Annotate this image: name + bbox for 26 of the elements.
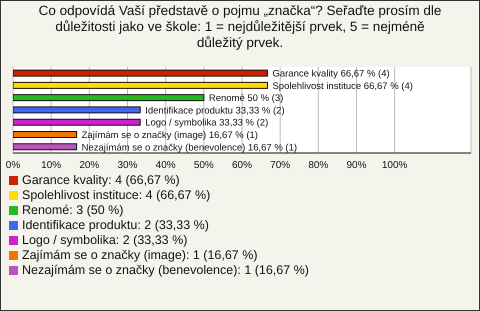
data-label: Nezajímám se o značky (benevolence) 16,67 % (1) [82,142,298,154]
data-label: Zajímám se o značky (image) 16,67 % (1) [82,130,258,141]
legend-label: Zajímám se o značky (image): 1 (16,67 %) [22,248,258,262]
data-label: Renomé 50 % (3) [208,93,284,104]
chart-title: Co odpovídá Vaší představě o pojmu „značka“? Seřaďte prosím dle důležitosti jako ve škole: 1 = nejdůležitější prvek, 5 = nejméně důležitý prvek. [38,3,442,51]
x-tick-label: 30% [117,160,138,172]
x-tick-label: 10% [41,160,62,172]
x-tick-label: 90% [346,160,367,172]
data-label: Identifikace produktu 33,33 % (2) [145,105,285,116]
x-tick-label: 0% [6,160,20,172]
legend-label: Nezajímám se o značky (benevolence): 1 (16,67 %) [22,263,309,277]
x-tick-label: 80% [308,160,328,172]
data-label: Spolehlivost instituce 66,67 % (4) [272,80,413,92]
legend-label: Identifikace produktu: 2 (33,33 %) [22,218,209,232]
legend-label: Spolehlivost instituce: 4 (66,67 %) [22,188,210,202]
data-label: Logo / symbolika 33,33 % (2) [145,118,268,129]
legend-label: Renomé: 3 (50 %) [22,203,124,217]
legend-label: Garance kvality: 4 (66,67 %) [22,173,180,187]
x-tick-label: 20% [79,160,100,172]
x-tick-label: 40% [156,160,176,172]
x-tick-label: 60% [232,160,252,172]
x-tick-label: 70% [270,160,290,172]
x-tick-label: 50% [194,160,214,172]
legend-label: Logo / symbolika: 2 (33,33 %) [22,233,188,247]
x-tick-label: 100% [382,160,408,172]
data-label: Garance kvality 66,67 % (4) [272,68,390,80]
